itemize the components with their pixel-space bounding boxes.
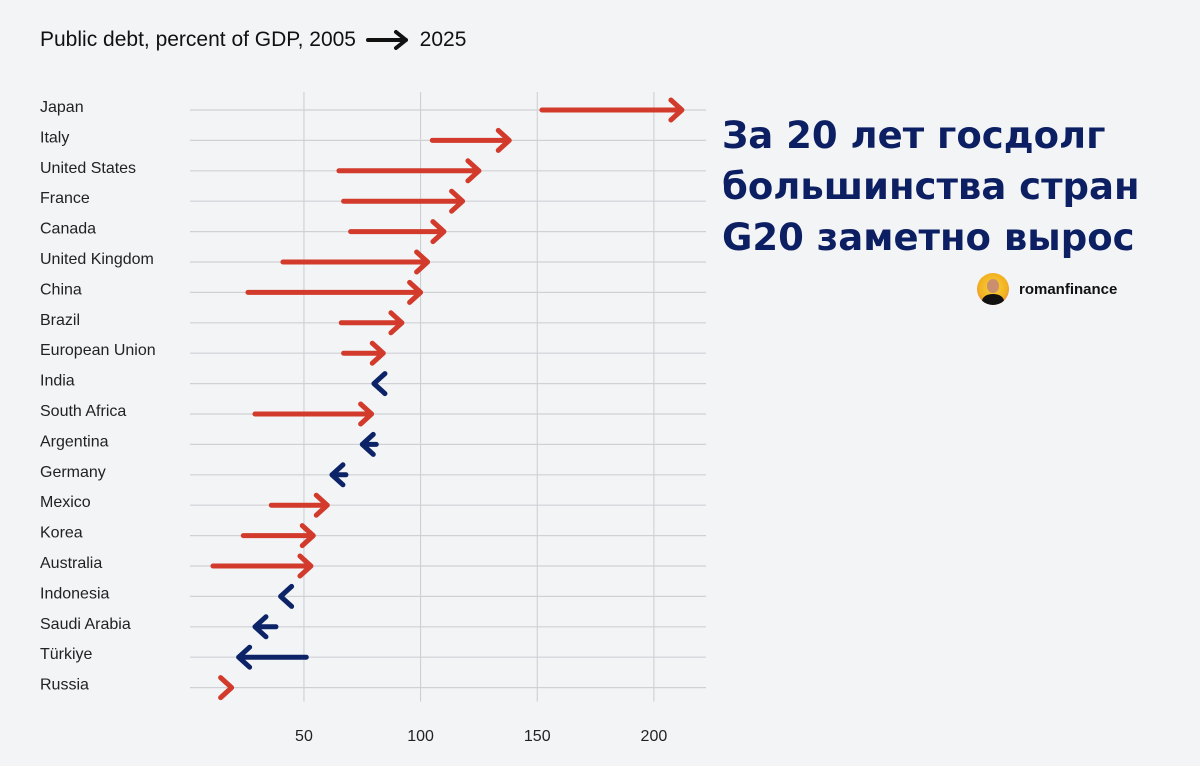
debt-arrow-india [371, 371, 388, 397]
arrow-path [429, 127, 512, 153]
author-name: romanfinance [1019, 280, 1118, 298]
debt-arrow-south-africa [252, 401, 375, 427]
country-label: Argentina [40, 433, 109, 450]
country-label: Türkiye [40, 646, 93, 663]
arrow-path [329, 462, 349, 488]
debt-arrow-germany [329, 462, 349, 488]
debt-arrow-saudi-arabia [252, 614, 279, 640]
debt-arrow-argentina [359, 431, 379, 457]
arrow-path [268, 492, 330, 518]
debt-arrow-european-union [341, 340, 386, 366]
arrow-path [341, 188, 466, 214]
country-label: South Africa [40, 403, 126, 420]
debt-arrow-united-states [336, 158, 482, 184]
debt-arrow-korea [240, 523, 316, 549]
country-label: India [40, 373, 75, 390]
title-text: Public debt, percent of GDP, 2005 [40, 28, 356, 51]
x-tick-label: 50 [295, 728, 313, 745]
country-label: Germany [40, 464, 106, 481]
debt-arrow-brazil [338, 310, 405, 336]
country-label: Italy [40, 129, 69, 146]
country-label: China [40, 281, 82, 298]
arrow-path [280, 249, 431, 275]
country-label: Brazil [40, 312, 80, 329]
arrow-path [245, 279, 424, 305]
headline: За 20 лет госдолг большинства стран G20 … [722, 114, 1140, 259]
debt-arrow-japan [539, 97, 685, 123]
title-year-end: 2025 [419, 28, 467, 51]
arrow-path [348, 219, 447, 245]
country-label: Australia [40, 555, 102, 572]
arrow-path [252, 614, 279, 640]
country-label: European Union [40, 342, 156, 359]
country-label: Japan [40, 99, 84, 116]
arrow-path [278, 583, 295, 609]
arrow-path [338, 310, 405, 336]
debt-arrow-canada [348, 219, 447, 245]
debt-arrow-australia [210, 553, 314, 579]
country-label: Mexico [40, 494, 91, 511]
arrow-right-icon [365, 30, 408, 51]
country-label: France [40, 190, 90, 207]
debt-arrow-türkiye [236, 644, 309, 670]
arrow-path [252, 401, 375, 427]
x-tick-label: 100 [407, 728, 434, 745]
arrow-path [218, 675, 235, 701]
chart-title: Public debt, percent of GDP, 2005 2025 [40, 28, 466, 52]
debt-arrow-france [341, 188, 466, 214]
country-label: Canada [40, 221, 96, 238]
arrow-path [539, 97, 685, 123]
debt-arrow-russia [218, 675, 235, 701]
debt-arrow-mexico [268, 492, 330, 518]
x-tick-label: 200 [641, 728, 668, 745]
arrow-path [240, 523, 316, 549]
debt-arrow-united-kingdom [280, 249, 431, 275]
arrow-path [236, 644, 309, 670]
country-label: United States [40, 160, 136, 177]
avatar [977, 273, 1009, 305]
country-label: United Kingdom [40, 251, 154, 268]
debt-arrow-italy [429, 127, 512, 153]
x-tick-label: 150 [524, 728, 551, 745]
debt-arrow-indonesia [278, 583, 295, 609]
arrow-path [359, 431, 379, 457]
author-badge[interactable]: romanfinance [977, 273, 1117, 305]
debt-arrow-china [245, 279, 424, 305]
arrow-path [210, 553, 314, 579]
country-label: Indonesia [40, 585, 109, 602]
arrow-path [336, 158, 482, 184]
arrow-path [341, 340, 386, 366]
country-label: Saudi Arabia [40, 616, 131, 633]
country-label: Russia [40, 677, 89, 694]
country-label: Korea [40, 525, 83, 542]
arrow-path [371, 371, 388, 397]
